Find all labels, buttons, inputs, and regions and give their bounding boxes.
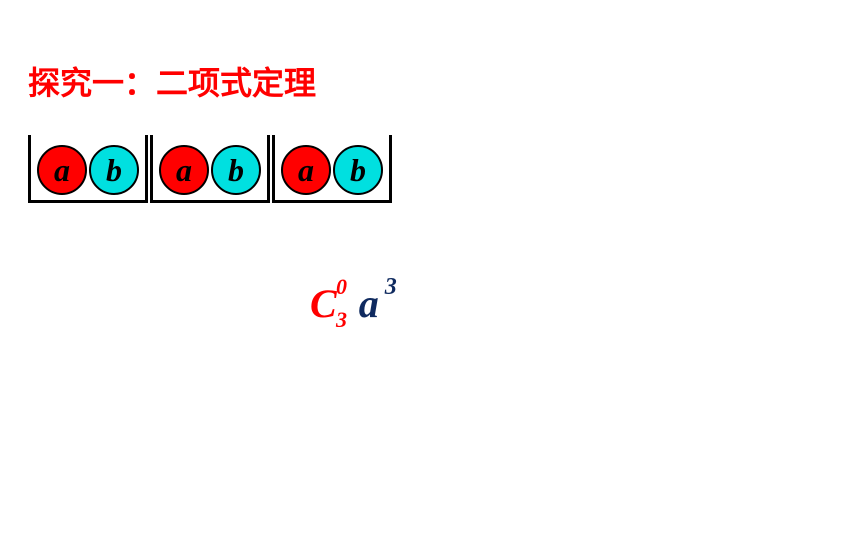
combo-superscript: 0 — [336, 274, 347, 300]
combination-symbol: C 0 3 — [310, 280, 337, 327]
formula: C 0 3 a 3 — [310, 280, 379, 327]
term-base: a — [359, 281, 379, 326]
term-exponent: 3 — [385, 274, 397, 301]
box-1: a b — [28, 135, 148, 203]
ball-b: b — [211, 145, 261, 195]
ball-a: a — [281, 145, 331, 195]
ball-a: a — [159, 145, 209, 195]
ball-a: a — [37, 145, 87, 195]
boxes-container: a b a b a b — [28, 135, 392, 203]
combo-c: C — [310, 281, 337, 326]
title-text: 探究一：二项式定理 — [28, 65, 316, 101]
page-title: 探究一：二项式定理 — [28, 58, 316, 104]
ball-b: b — [89, 145, 139, 195]
combo-subscript: 3 — [336, 307, 347, 333]
box-2: a b — [150, 135, 270, 203]
box-3: a b — [272, 135, 392, 203]
term: a 3 — [359, 280, 379, 327]
ball-b: b — [333, 145, 383, 195]
